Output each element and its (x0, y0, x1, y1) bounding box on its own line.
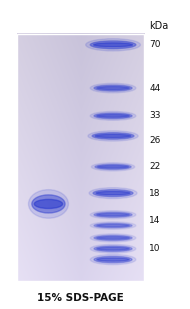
Ellipse shape (90, 222, 136, 229)
Ellipse shape (90, 234, 136, 242)
Ellipse shape (95, 134, 131, 138)
Text: 26: 26 (149, 136, 161, 145)
Ellipse shape (97, 247, 129, 250)
Ellipse shape (95, 164, 131, 169)
Ellipse shape (98, 166, 128, 168)
Ellipse shape (94, 246, 132, 252)
Text: 18: 18 (149, 188, 161, 198)
Ellipse shape (28, 190, 68, 218)
Ellipse shape (90, 41, 136, 49)
Ellipse shape (93, 190, 133, 197)
Ellipse shape (88, 131, 138, 141)
Ellipse shape (97, 214, 129, 216)
Ellipse shape (97, 237, 129, 239)
Text: 14: 14 (149, 216, 161, 226)
Ellipse shape (34, 199, 63, 209)
Ellipse shape (91, 163, 135, 171)
Text: 70: 70 (149, 40, 161, 49)
Ellipse shape (97, 114, 129, 117)
Ellipse shape (97, 87, 129, 90)
Ellipse shape (89, 188, 137, 199)
Ellipse shape (94, 256, 132, 263)
Ellipse shape (32, 195, 65, 213)
Ellipse shape (86, 39, 140, 51)
Ellipse shape (97, 258, 129, 261)
Ellipse shape (94, 223, 132, 228)
Ellipse shape (94, 212, 132, 217)
Bar (17, 34, 144, 281)
Ellipse shape (90, 112, 136, 120)
Text: 10: 10 (149, 244, 161, 253)
Ellipse shape (94, 85, 132, 91)
Ellipse shape (94, 43, 132, 47)
Ellipse shape (96, 191, 130, 195)
Text: 22: 22 (149, 162, 160, 171)
Text: 33: 33 (149, 111, 161, 121)
Text: 44: 44 (149, 83, 160, 93)
Ellipse shape (94, 113, 132, 119)
Ellipse shape (90, 255, 136, 265)
Text: 15% SDS-PAGE: 15% SDS-PAGE (37, 293, 124, 303)
Ellipse shape (94, 235, 132, 240)
Ellipse shape (90, 244, 136, 253)
Ellipse shape (97, 224, 129, 227)
Ellipse shape (92, 133, 134, 139)
Ellipse shape (90, 83, 136, 93)
Ellipse shape (90, 211, 136, 219)
Text: kDa: kDa (149, 21, 168, 31)
